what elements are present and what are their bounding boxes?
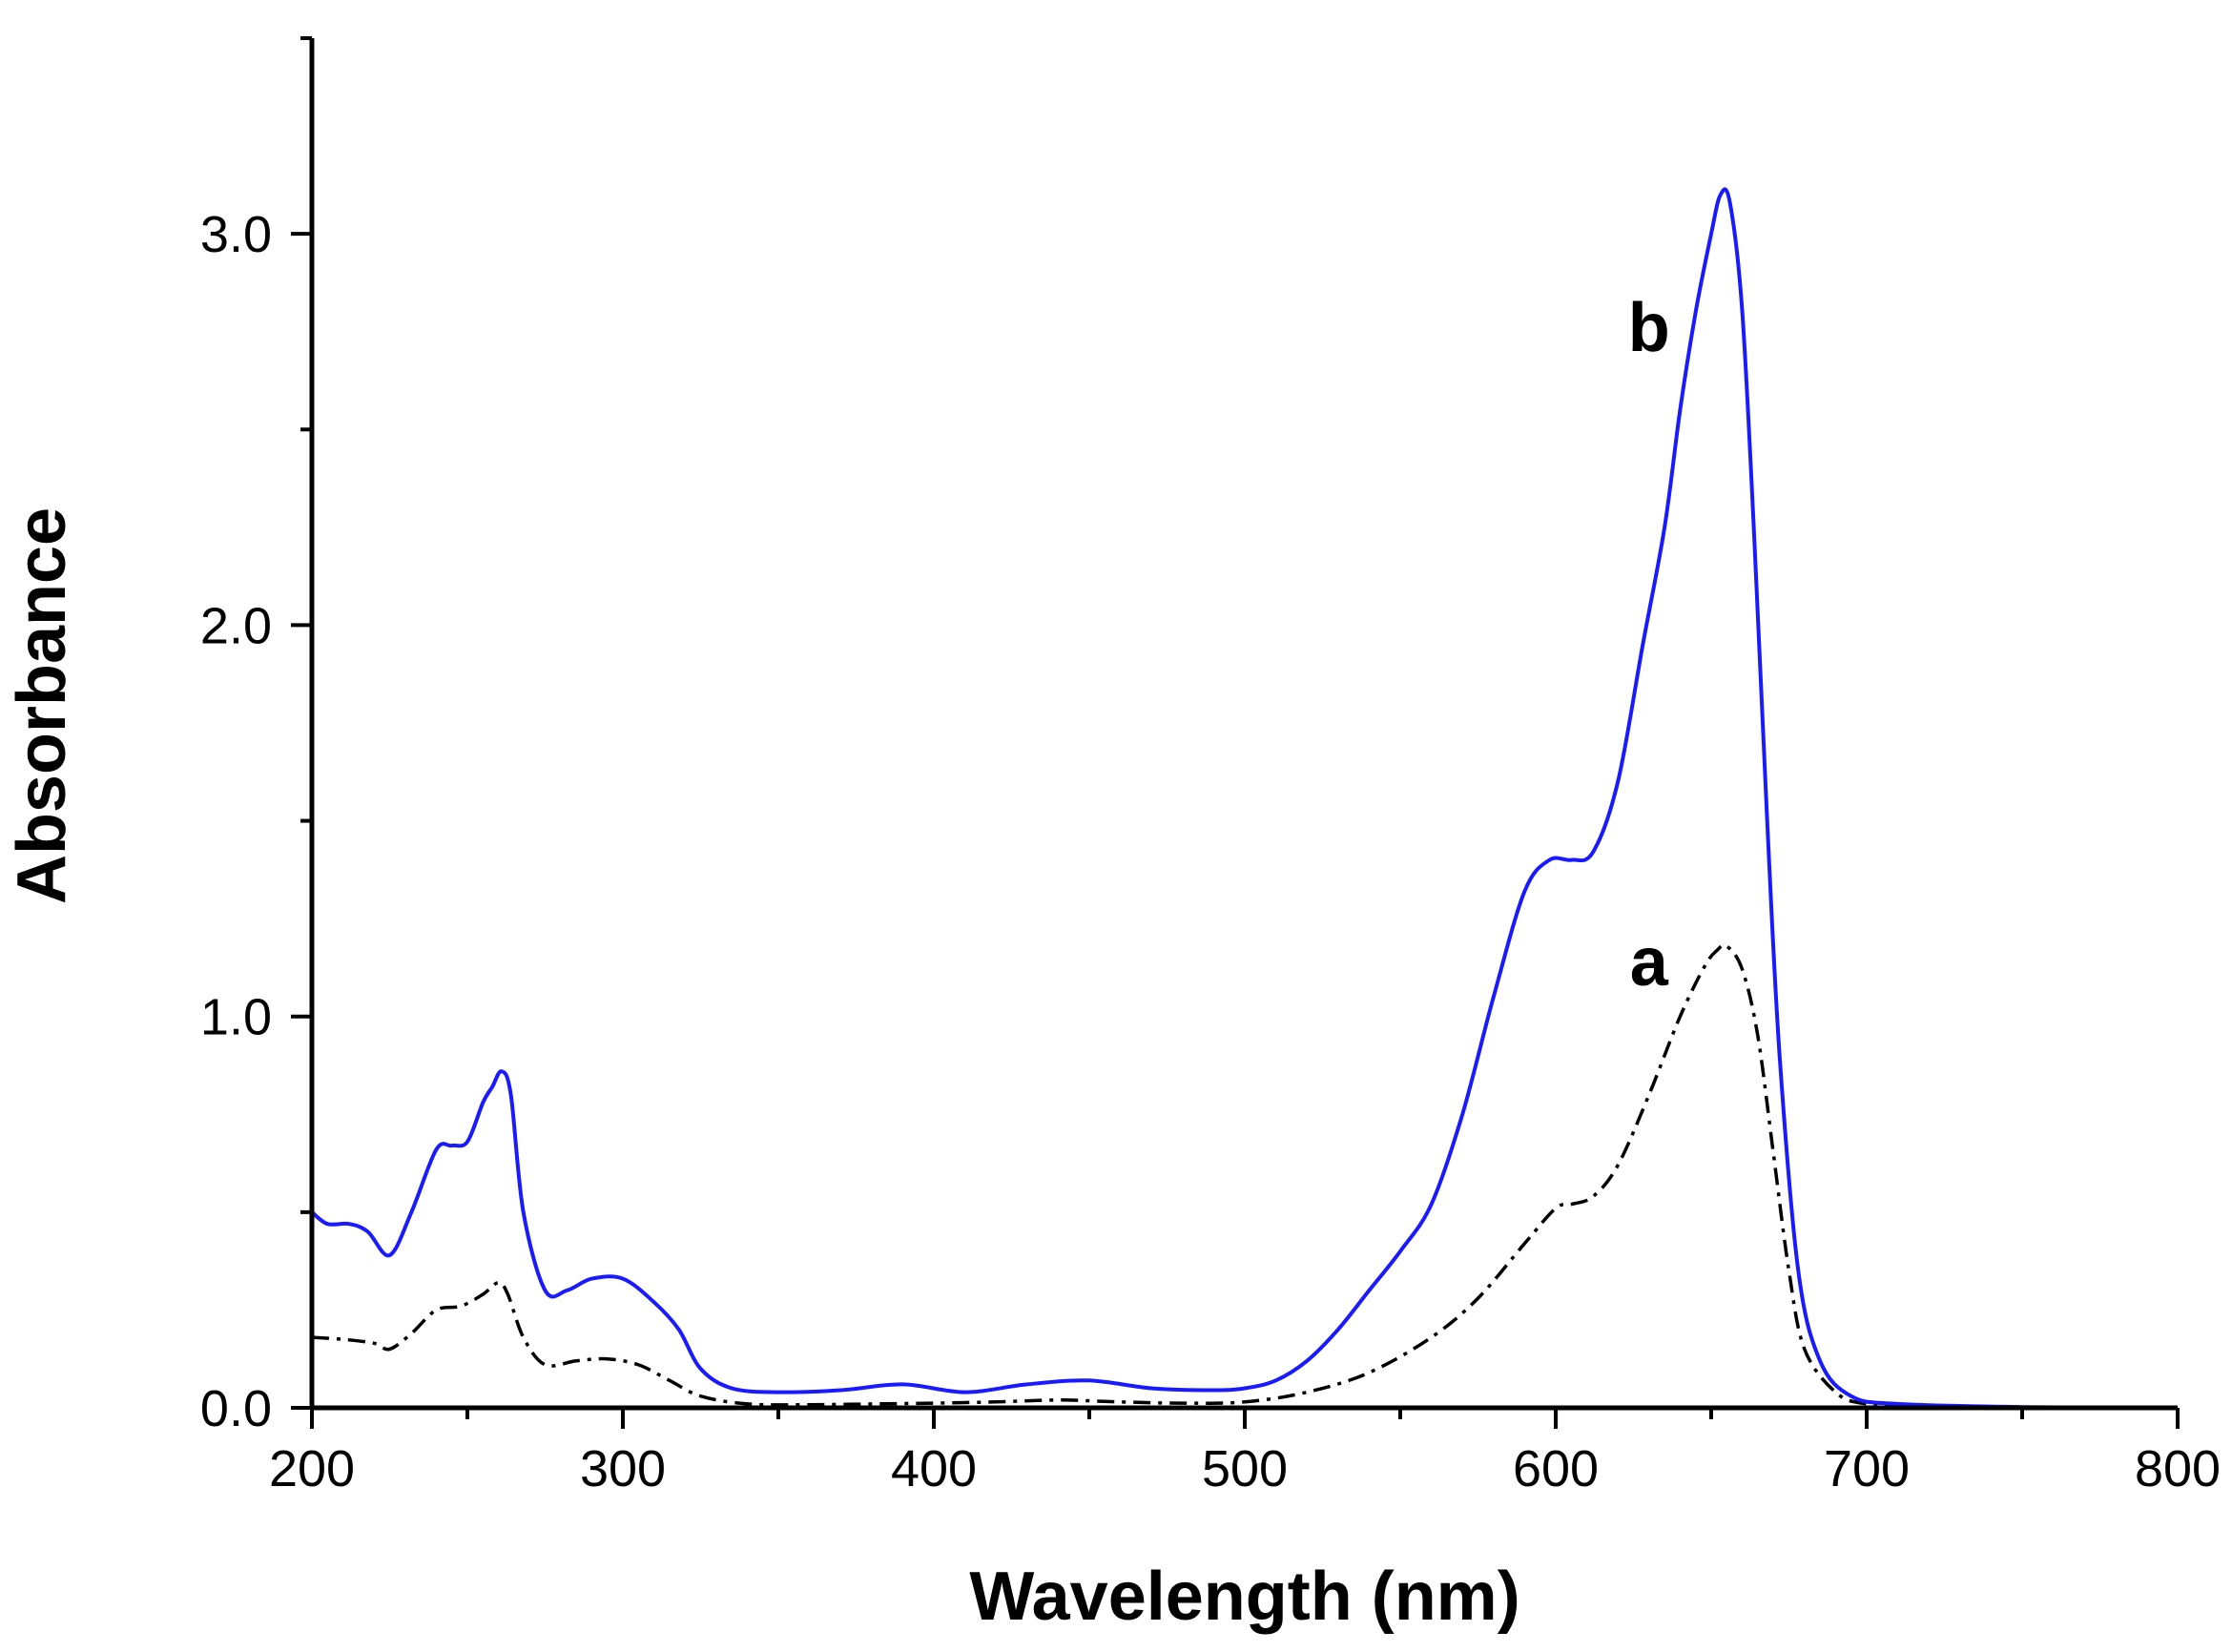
x-tick-label: 500 xyxy=(1202,1440,1288,1497)
x-tick-label: 700 xyxy=(1824,1440,1910,1497)
series-line-b xyxy=(310,187,2179,1410)
plot-area xyxy=(310,187,2179,1410)
series-label-a: a xyxy=(1630,924,1669,1001)
x-axis-title: Wavelength (nm) xyxy=(969,1559,1519,1635)
x-tick-label: 200 xyxy=(269,1440,355,1497)
x-tick-label: 300 xyxy=(580,1440,666,1497)
series-label-b: b xyxy=(1628,290,1670,366)
y-tick-label: 1.0 xyxy=(200,989,272,1046)
y-tick-label: 0.0 xyxy=(200,1380,272,1437)
x-tick-label: 600 xyxy=(1513,1440,1599,1497)
series-line-a xyxy=(311,942,2179,1410)
y-tick-label: 2.0 xyxy=(200,597,272,654)
x-tick-label: 400 xyxy=(891,1440,977,1497)
series-labels: ab xyxy=(1628,290,1670,1001)
y-axis-title: Absorbance xyxy=(4,507,80,904)
axes xyxy=(309,38,2178,1411)
x-tick-label: 800 xyxy=(2135,1440,2221,1497)
y-tick-label: 3.0 xyxy=(200,206,272,263)
tick-labels: 200 300 400 500 600 700 800 0.0 1.0 2.0 3.0 xyxy=(200,206,2221,1497)
ticks xyxy=(291,36,2180,1429)
